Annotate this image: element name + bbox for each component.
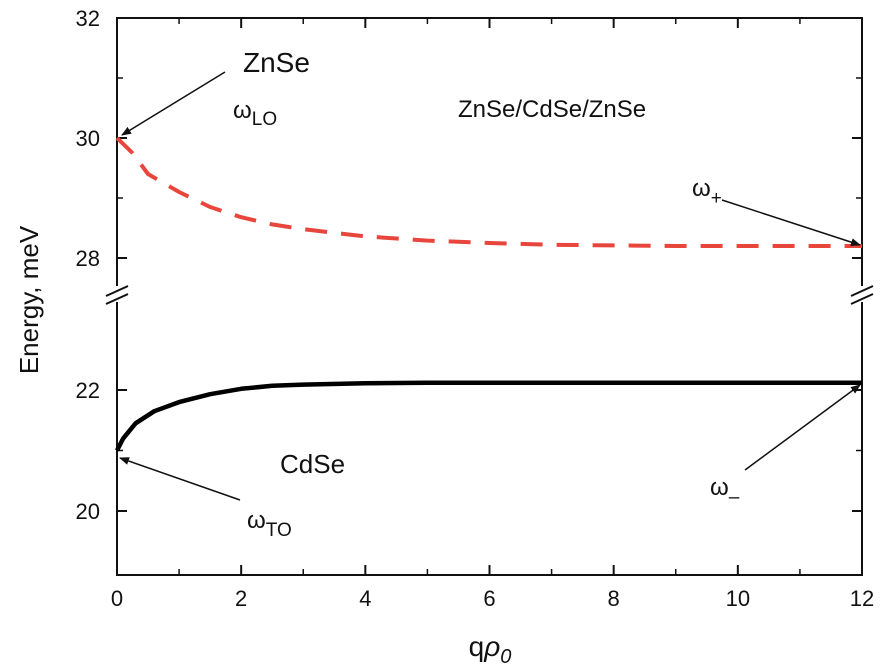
x-tick-label: 4 (359, 586, 371, 611)
tick-labels: 0 2 4 6 8 10 12 28 30 32 20 22 (76, 6, 875, 611)
x-axis-label-sub: 0 (500, 646, 511, 668)
y-tick-label: 32 (76, 6, 100, 31)
annotation-omega-plus: ω+ (692, 175, 722, 209)
series-line-omega-plus (115, 136, 862, 248)
x-tick-label: 0 (111, 586, 123, 611)
x-tick-label: 6 (483, 586, 495, 611)
arrow-omega-to (119, 457, 241, 501)
annotation-structure: ZnSe/CdSe/ZnSe (458, 96, 646, 123)
axis-break-left (105, 285, 129, 305)
y-tick-label: 22 (76, 378, 100, 403)
x-tick-label: 8 (608, 586, 620, 611)
axis-ticks (116, 17, 863, 575)
annotation-omega-lo: ωLO (233, 97, 277, 130)
x-tick-label: 12 (850, 586, 874, 611)
x-tick-label: 2 (235, 586, 247, 611)
annotation-omega-minus: ω– (710, 474, 740, 508)
arrow-znse (121, 71, 226, 136)
y-axis-label: Energy, meV (14, 225, 44, 374)
y-tick-label: 28 (76, 246, 100, 271)
arrow-omega-minus (744, 384, 861, 471)
series-line-omega-minus (114, 380, 862, 452)
arrow-omega-plus (721, 199, 861, 247)
annotation-omega-to: ωTO (247, 507, 292, 541)
series-group (114, 136, 862, 452)
y-tick-label: 30 (76, 126, 100, 151)
x-axis-label: qρ0 (469, 631, 512, 668)
y-tick-label: 20 (76, 499, 100, 524)
annotation-cdse: CdSe (280, 449, 345, 479)
x-tick-label: 10 (726, 586, 750, 611)
annotation-znse: ZnSe (243, 47, 310, 78)
x-axis-label-greek: ρ (483, 631, 500, 662)
axis-break-right (850, 285, 874, 305)
x-axis-label-main: q (469, 631, 485, 662)
